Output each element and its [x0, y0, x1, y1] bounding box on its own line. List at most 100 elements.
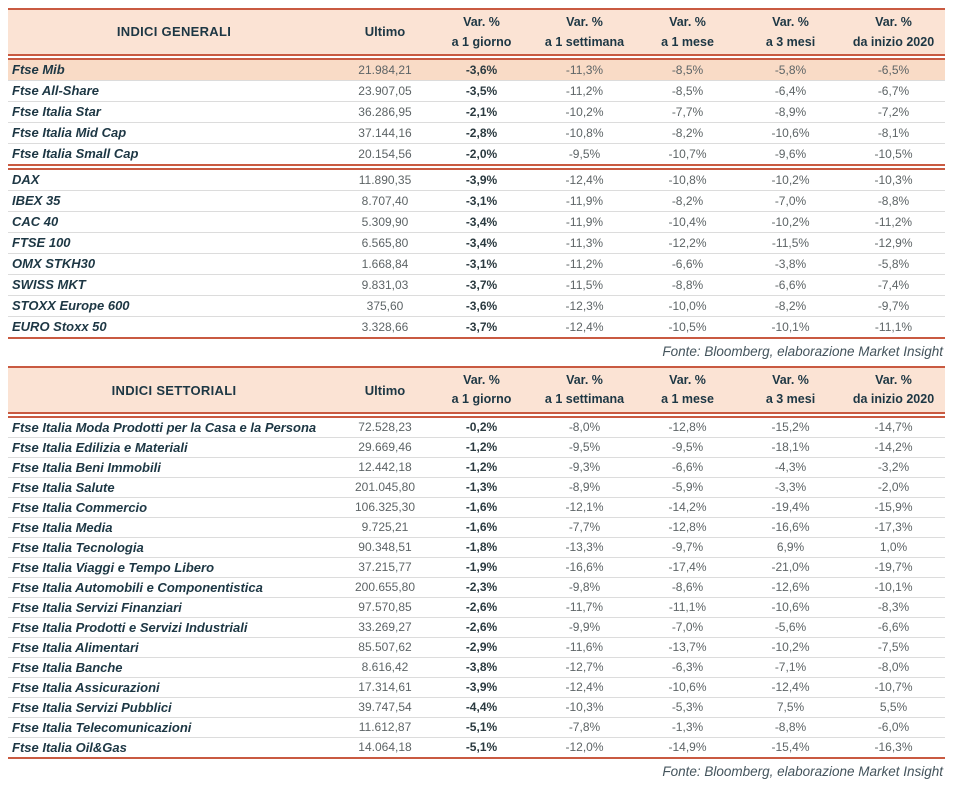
- table-row: STOXX Europe 600 375,60 -3,6% -12,3% -10,0% -…: [8, 296, 945, 317]
- row-var: -6,6%: [671, 257, 704, 271]
- row-var: -1,3%: [671, 720, 704, 734]
- row-ultimo: 106.325,30: [354, 500, 416, 514]
- row-var: -14,7%: [874, 420, 913, 434]
- row-var: -8,0%: [568, 420, 601, 434]
- column-header-var: Var. % a 1 giorno: [430, 10, 533, 54]
- row-label: OMX STKH30: [12, 256, 96, 271]
- row-var: -6,3%: [671, 660, 704, 674]
- row-label: IBEX 35: [12, 193, 61, 208]
- row-var: -10,0%: [668, 299, 707, 313]
- row-ultimo: 12.442,18: [358, 460, 412, 474]
- row-var: -12,6%: [771, 580, 810, 594]
- row-var: -1,8%: [465, 540, 498, 554]
- var-header-period: a 1 giorno: [451, 35, 512, 49]
- row-var: -19,7%: [874, 560, 913, 574]
- table-row: FTSE 100 6.565,80 -3,4% -11,3% -12,2% -11,5% -…: [8, 233, 945, 254]
- row-label: Ftse Italia Tecnologia: [12, 540, 144, 555]
- row-var: -13,3%: [565, 540, 604, 554]
- row-label: Ftse Italia Servizi Finanziari: [12, 600, 182, 615]
- table-row: Ftse Italia Moda Prodotti per la Casa e …: [8, 418, 945, 438]
- row-var: -6,6%: [671, 460, 704, 474]
- row-var: -7,5%: [877, 640, 910, 654]
- row-var: -12,4%: [771, 680, 810, 694]
- row-var: -1,2%: [465, 440, 498, 454]
- row-var: -12,4%: [565, 173, 604, 187]
- var-header-top: Var. %: [463, 15, 500, 29]
- table-row: CAC 40 5.309,90 -3,4% -11,9% -10,4% -10,2% -11…: [8, 212, 945, 233]
- row-ultimo: 33.269,27: [358, 620, 412, 634]
- source-note: Fonte: Bloomberg, elaborazione Market In…: [662, 764, 943, 779]
- column-header-var: Var. % da inizio 2020: [842, 368, 945, 412]
- row-ultimo: 90.348,51: [358, 540, 412, 554]
- row-var: -8,9%: [774, 105, 807, 119]
- row-label: Ftse Italia Oil&Gas: [12, 740, 127, 755]
- column-header-var: Var. % a 1 settimana: [533, 10, 636, 54]
- table-row: SWISS MKT 9.831,03 -3,7% -11,5% -8,8% -6,6% -7…: [8, 275, 945, 296]
- table-row: OMX STKH30 1.668,84 -3,1% -11,2% -6,6% -3,8% -…: [8, 254, 945, 275]
- row-var: -16,6%: [565, 560, 604, 574]
- row-var: -0,2%: [465, 420, 498, 434]
- column-header-var: Var. % a 1 giorno: [430, 368, 533, 412]
- var-header-top: Var. %: [669, 15, 706, 29]
- row-var: -2,3%: [465, 580, 498, 594]
- column-header-var: Var. % a 3 mesi: [739, 10, 842, 54]
- var-header-period: da inizio 2020: [852, 35, 935, 49]
- row-var: -10,3%: [874, 173, 913, 187]
- row-ultimo: 37.144,16: [358, 126, 412, 140]
- table-row: Ftse Italia Commercio 106.325,30 -1,6% -12,…: [8, 498, 945, 518]
- row-var: -12,3%: [565, 299, 604, 313]
- table-header: INDICI GENERALI Ultimo Var. % a 1 giorno V…: [8, 8, 945, 54]
- row-label: FTSE 100: [12, 235, 71, 250]
- row-ultimo: 9.725,21: [361, 520, 409, 534]
- row-var: -10,6%: [668, 680, 707, 694]
- table-row: DAX 11.890,35 -3,9% -12,4% -10,8% -10,2% -10,3…: [8, 170, 945, 191]
- row-var: -17,3%: [874, 520, 913, 534]
- row-var: -6,4%: [774, 84, 807, 98]
- column-header-var: Var. % a 1 settimana: [533, 368, 636, 412]
- table-row: Ftse Italia Alimentari 85.507,62 -2,9% -11,…: [8, 638, 945, 658]
- row-var: -11,1%: [668, 600, 707, 614]
- table-row: EURO Stoxx 50 3.328,66 -3,7% -12,4% -10,5% -1…: [8, 317, 945, 337]
- var-header-top: Var. %: [566, 15, 603, 29]
- var-header-top: Var. %: [566, 373, 603, 387]
- row-var: -12,9%: [874, 236, 913, 250]
- row-var: -3,1%: [465, 194, 498, 208]
- row-var: -10,1%: [771, 320, 810, 334]
- row-var: -8,8%: [877, 194, 910, 208]
- header-divider: [8, 412, 945, 418]
- row-var: -8,2%: [671, 126, 704, 140]
- var-header-period: a 3 mesi: [765, 35, 816, 49]
- var-header-period: a 1 mese: [661, 35, 714, 49]
- row-ultimo: 5.309,90: [361, 215, 409, 229]
- row-ultimo: 39.747,54: [358, 700, 412, 714]
- row-var: -3,4%: [465, 215, 498, 229]
- row-var: -2,6%: [465, 620, 498, 634]
- row-label: STOXX Europe 600: [12, 298, 130, 313]
- row-var: -10,5%: [874, 147, 913, 161]
- row-var: -6,0%: [877, 720, 910, 734]
- row-var: -12,8%: [668, 420, 707, 434]
- row-var: -10,7%: [668, 147, 707, 161]
- row-label: Ftse Italia Media: [12, 520, 113, 535]
- table-title: INDICI SETTORIALI: [111, 382, 237, 398]
- indici-settoriali-table: INDICI SETTORIALI Ultimo Var. % a 1 giorn…: [8, 366, 945, 759]
- table-row: Ftse Italia Oil&Gas 14.064,18 -5,1% -12,0% -…: [8, 738, 945, 757]
- table-row: Ftse Italia Star 36.286,95 -2,1% -10,2% -7,7…: [8, 102, 945, 123]
- row-var: -8,1%: [877, 126, 910, 140]
- row-var: -3,3%: [774, 480, 807, 494]
- column-header-var: Var. % a 1 mese: [636, 368, 739, 412]
- row-var: -16,3%: [874, 740, 913, 754]
- table-row: IBEX 35 8.707,40 -3,1% -11,9% -8,2% -7,0% -8,8…: [8, 191, 945, 212]
- var-header-top: Var. %: [772, 373, 809, 387]
- var-header-top: Var. %: [875, 373, 912, 387]
- source-note: Fonte: Bloomberg, elaborazione Market In…: [662, 344, 943, 359]
- row-var: -4,4%: [465, 700, 498, 714]
- table-row: Ftse Italia Small Cap 20.154,56 -2,0% -9,5%…: [8, 144, 945, 165]
- row-var: -7,0%: [774, 194, 807, 208]
- row-label: Ftse Italia Small Cap: [12, 146, 139, 161]
- row-var: -10,2%: [771, 640, 810, 654]
- row-ultimo: 14.064,18: [358, 740, 412, 754]
- column-header-var: Var. % da inizio 2020: [842, 10, 945, 54]
- row-var: -2,9%: [465, 640, 498, 654]
